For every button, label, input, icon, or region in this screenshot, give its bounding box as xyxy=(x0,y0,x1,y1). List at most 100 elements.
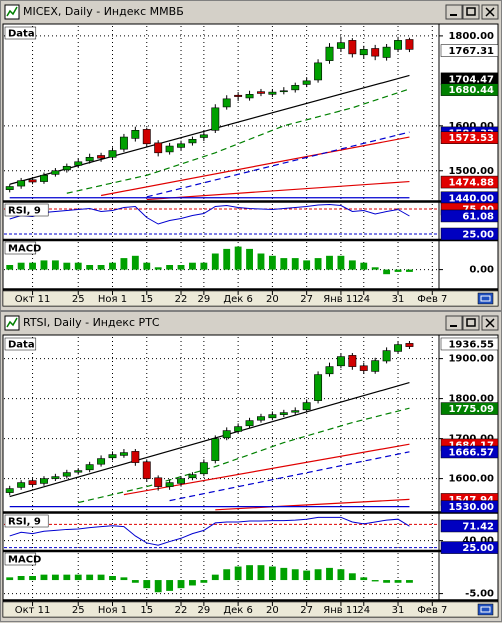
macd-bar xyxy=(234,246,242,270)
macd-bar xyxy=(120,577,128,581)
x-tick-label: 27 xyxy=(300,294,313,305)
button-face xyxy=(462,315,480,331)
candle-body xyxy=(51,476,60,479)
glyph xyxy=(485,318,495,328)
maximize-button[interactable] xyxy=(462,315,480,331)
price-marker xyxy=(440,44,499,57)
minimize-button[interactable] xyxy=(445,315,463,331)
price-marker-label: 71.42 xyxy=(462,521,494,532)
macd-bar xyxy=(223,248,231,270)
macd-bar xyxy=(383,269,391,275)
macd-bar xyxy=(166,265,174,270)
macd-bar xyxy=(63,574,71,581)
macd-bar xyxy=(63,262,71,270)
macd-bar xyxy=(406,269,413,272)
candle-body xyxy=(336,356,345,367)
maximize-button[interactable] xyxy=(462,4,480,20)
price-marker-label: 61.08 xyxy=(462,211,494,222)
candle-body xyxy=(302,402,311,411)
macd-bar xyxy=(109,576,116,581)
indicator-line xyxy=(66,88,410,194)
macd-pane xyxy=(4,242,438,288)
candle-body xyxy=(222,98,231,108)
candle-body xyxy=(382,46,391,58)
pane-label: MACD xyxy=(8,555,41,566)
macd-bar xyxy=(257,253,265,270)
date-axis xyxy=(2,290,499,307)
macd-bar xyxy=(246,248,253,270)
price-marker-label: 25.00 xyxy=(462,230,494,241)
pane-label-box xyxy=(4,552,37,566)
price-marker xyxy=(440,209,499,223)
close-button[interactable] xyxy=(481,315,499,331)
minimize-button[interactable] xyxy=(445,4,463,20)
price-marker xyxy=(440,519,499,533)
pane-label-box xyxy=(4,203,49,217)
window-icon xyxy=(4,4,20,20)
macd-bar xyxy=(303,260,311,270)
candle-body xyxy=(314,62,323,81)
title-bar xyxy=(2,2,500,22)
macd-bar xyxy=(268,566,276,581)
candle-body xyxy=(177,143,185,148)
macd-bar xyxy=(29,262,36,270)
macd-bar xyxy=(291,569,299,581)
x-tick-label: 29 xyxy=(198,605,211,616)
rsi-pane xyxy=(4,515,438,549)
scroll-icon[interactable] xyxy=(477,603,494,616)
macd-bar xyxy=(143,580,151,589)
indicator-line xyxy=(9,382,410,498)
x-tick-label: 22 xyxy=(175,605,188,616)
x-tick-label: 25 xyxy=(72,605,85,616)
macd-bar xyxy=(17,576,25,581)
macd-bar xyxy=(223,569,231,581)
price-marker xyxy=(440,175,499,189)
candle-body xyxy=(142,461,151,479)
macd-bar xyxy=(246,565,253,581)
indicator-line xyxy=(146,180,410,200)
y-tick-label: 1600.00 xyxy=(448,121,494,132)
indicator-line xyxy=(78,407,410,504)
candle-body xyxy=(222,430,231,439)
candle-body xyxy=(348,40,357,55)
candle-body xyxy=(142,129,151,145)
price-marker xyxy=(440,445,499,459)
price-marker xyxy=(440,402,499,415)
macd-bar xyxy=(234,566,242,581)
macd-bar xyxy=(337,569,345,581)
macd-bar xyxy=(371,267,379,270)
x-tick-label: Ноя 1 xyxy=(98,605,127,616)
candle-body xyxy=(17,482,26,488)
y-tick-label: 0.00 xyxy=(469,265,494,276)
candle-body xyxy=(405,39,414,50)
glyph xyxy=(466,318,476,327)
y-tick-label: 1900.00 xyxy=(448,354,494,365)
macd-bar xyxy=(166,580,174,591)
candle-body xyxy=(85,464,94,471)
x-tick-label: 24 xyxy=(357,294,370,305)
x-tick-label: Ноя 1 xyxy=(98,294,127,305)
macd-pane xyxy=(4,553,438,599)
chart-window: MICEX, Daily - Индекс ММВБ 1500.00 1600.00… xyxy=(0,0,502,311)
x-tick-label: Дек 6 xyxy=(223,294,253,305)
candle-body xyxy=(314,374,323,401)
scroll-icon[interactable] xyxy=(477,292,494,305)
button-face xyxy=(445,4,463,20)
glyph xyxy=(466,7,476,16)
price-marker xyxy=(440,83,499,96)
x-tick-label: Дек 6 xyxy=(223,605,253,616)
macd-bar xyxy=(326,255,333,270)
price-marker-label: 1704.47 xyxy=(448,74,494,85)
macd-bar xyxy=(406,580,413,583)
close-button[interactable] xyxy=(481,4,499,20)
candle-body xyxy=(234,426,243,432)
x-tick-label: 15 xyxy=(140,605,153,616)
price-marker xyxy=(440,227,499,241)
macd-bar xyxy=(394,580,402,583)
macd-bar xyxy=(200,580,208,583)
macd-bar xyxy=(109,262,116,270)
macd-bar xyxy=(314,569,322,581)
x-tick-label: 20 xyxy=(266,294,279,305)
pane-label: Data xyxy=(8,340,35,351)
